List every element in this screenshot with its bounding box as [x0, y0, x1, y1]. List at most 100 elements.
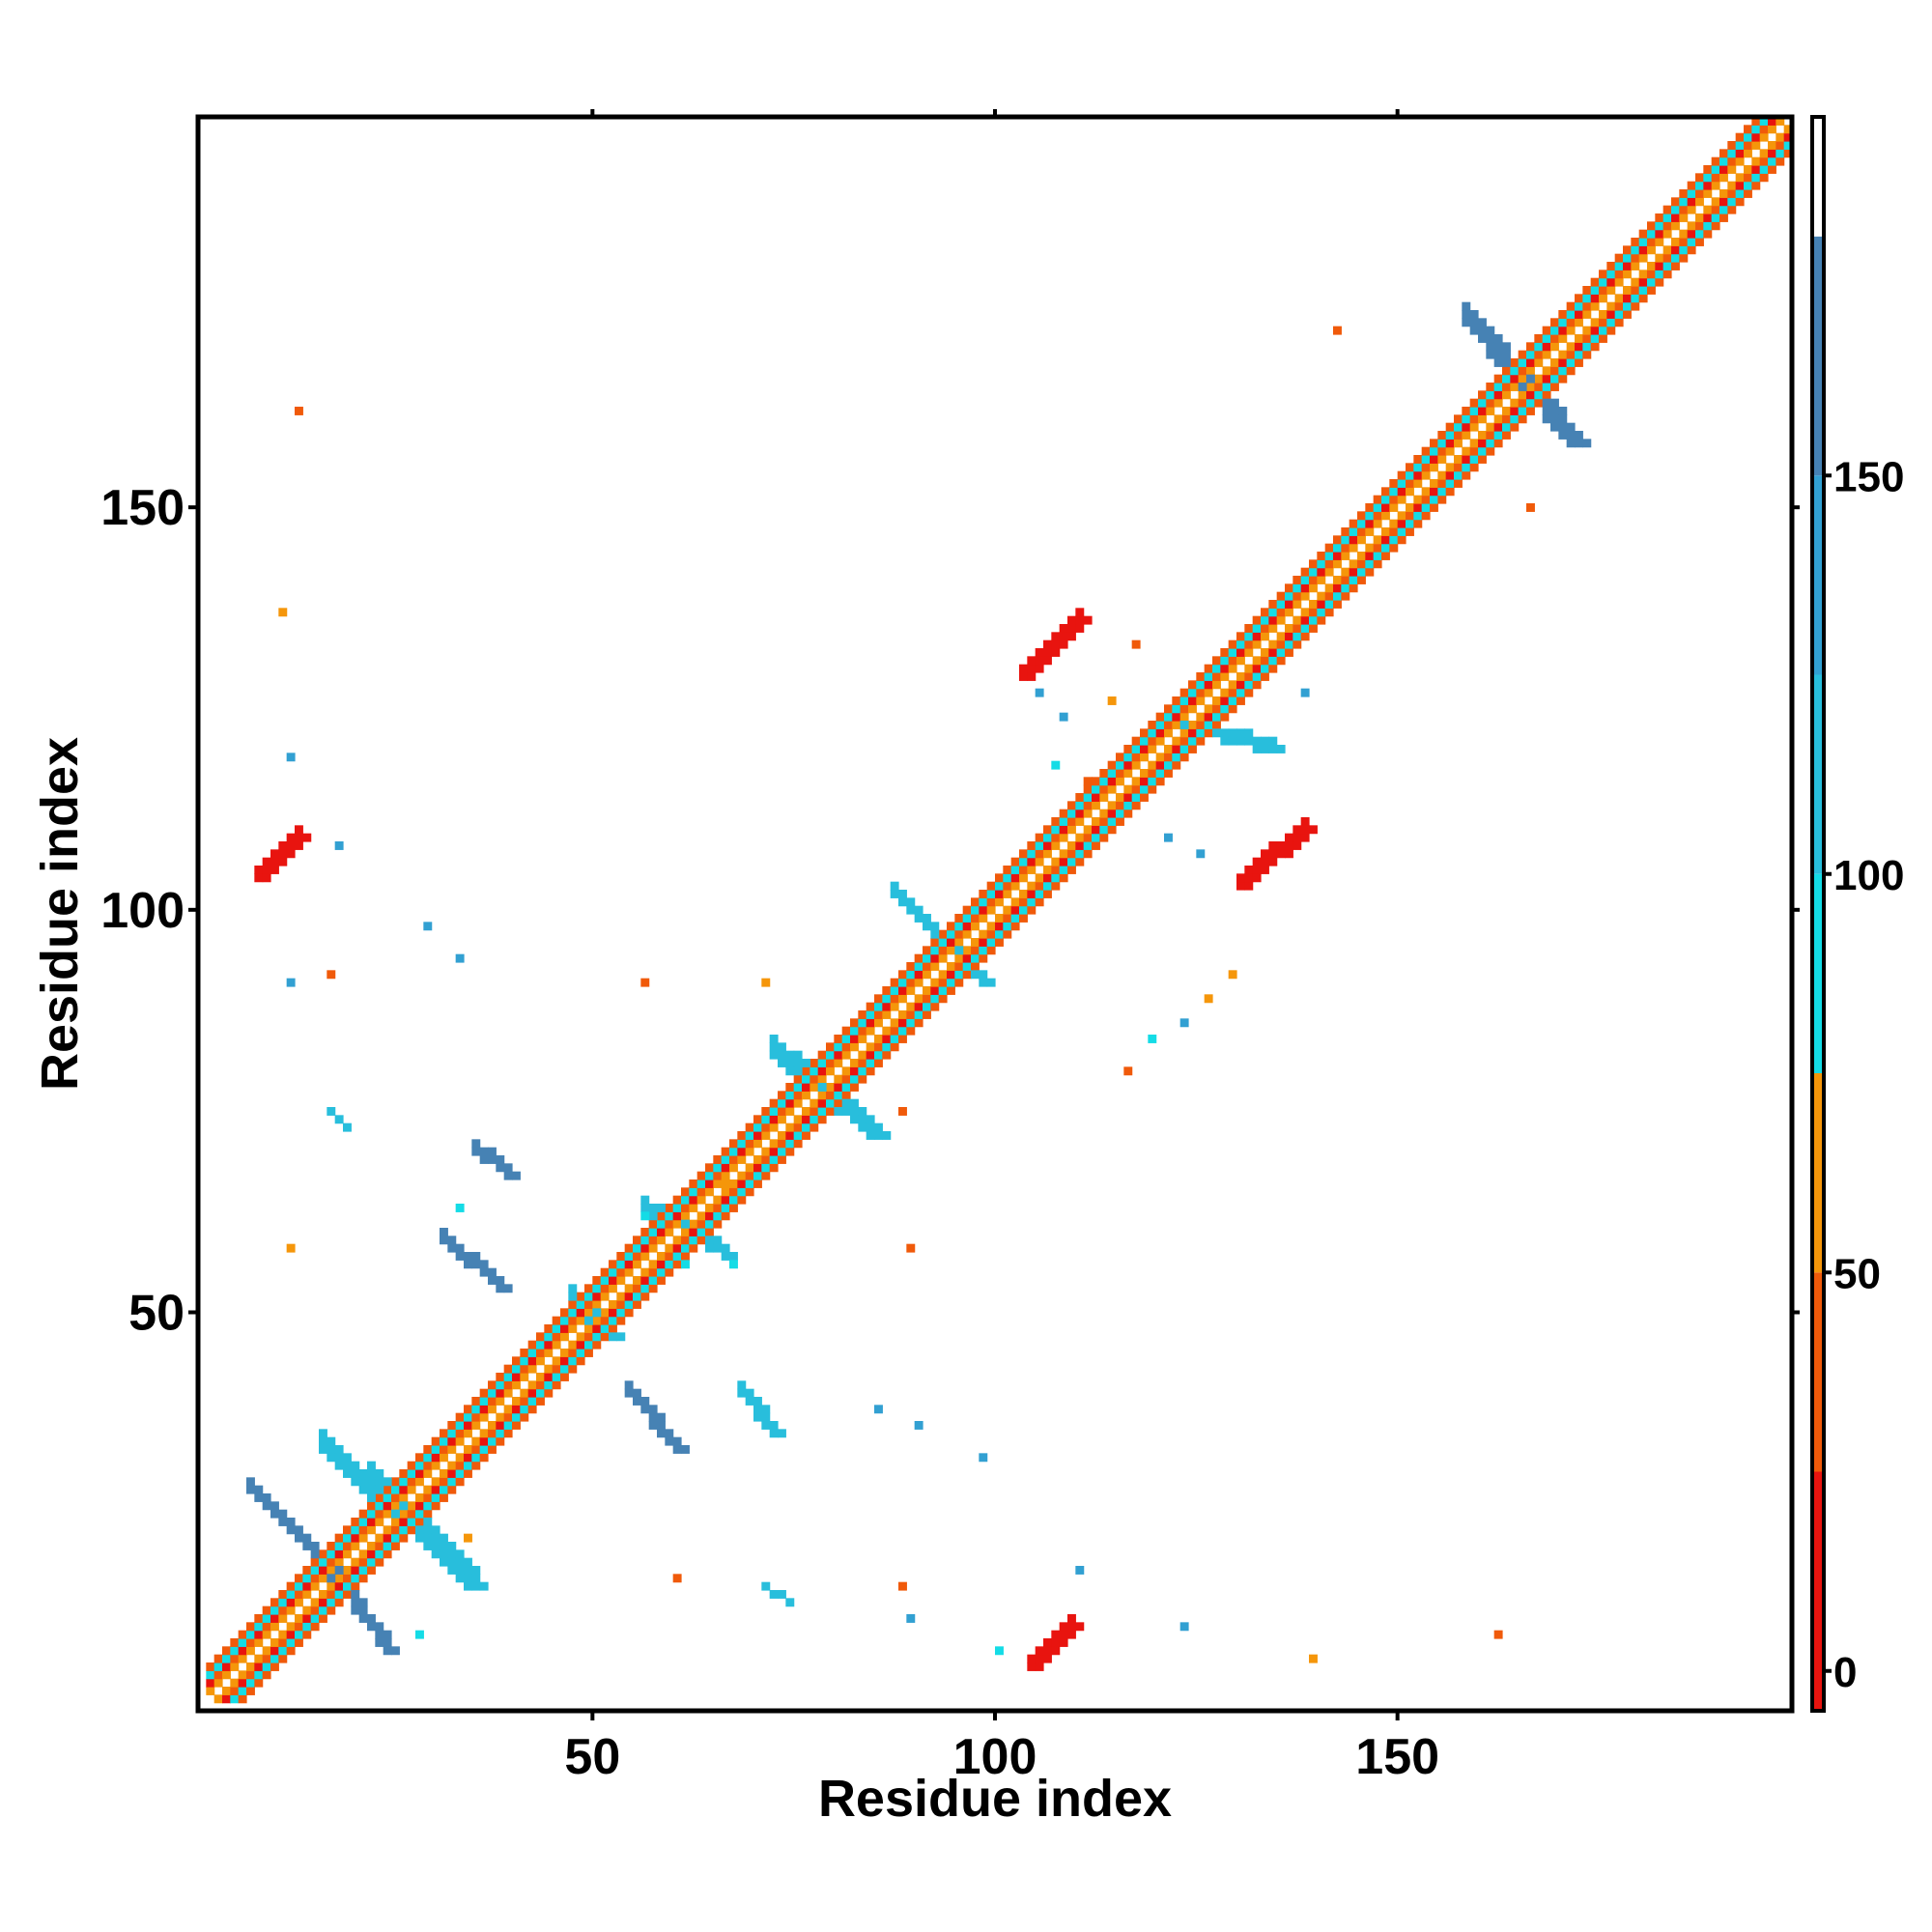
- contact-cell: [1703, 189, 1713, 198]
- contact-cell: [713, 1236, 723, 1245]
- contact-cell: [1309, 567, 1318, 577]
- contact-cell: [1212, 728, 1221, 738]
- contact-cell: [479, 1581, 489, 1591]
- contact-cell: [1582, 334, 1592, 343]
- contact-cell: [1276, 745, 1286, 753]
- contact-cell: [536, 1356, 545, 1366]
- contact-cell: [1123, 760, 1133, 770]
- contact-cell: [1373, 495, 1382, 504]
- contact-cell: [1575, 294, 1583, 303]
- contact-cell: [938, 970, 948, 980]
- contact-cell: [319, 1605, 327, 1615]
- contact-cell: [1695, 229, 1704, 239]
- contact-cell: [1059, 809, 1068, 818]
- contact-cell: [906, 1002, 916, 1011]
- contact-cell: [1067, 817, 1076, 826]
- contact-cell: [609, 1267, 617, 1277]
- contact-cell: [793, 1115, 803, 1124]
- y-tick-label: 150: [100, 480, 185, 536]
- contact-cell: [471, 1252, 481, 1261]
- contact-cell: [785, 1098, 795, 1108]
- colorbar-band: [1812, 475, 1824, 675]
- contact-cell: [1067, 624, 1076, 633]
- contact-cell: [1035, 664, 1044, 673]
- contact-cell: [262, 1630, 271, 1639]
- contact-cell: [1067, 615, 1076, 625]
- contact-cell: [1035, 656, 1044, 666]
- contact-cell: [1671, 245, 1680, 255]
- contact-cell: [319, 1429, 327, 1438]
- contact-cell: [367, 1509, 376, 1519]
- contact-cell: [1406, 511, 1414, 521]
- contact-cell: [1252, 873, 1262, 883]
- contact-cell: [479, 1429, 489, 1438]
- contact-cell: [858, 1066, 867, 1076]
- colorbar-band: [1812, 1073, 1824, 1273]
- contact-cell: [334, 1453, 344, 1463]
- contact-cell: [1204, 680, 1213, 690]
- contact-cell: [1759, 125, 1769, 134]
- contact-cell: [1196, 688, 1206, 697]
- contact-cell: [383, 1485, 392, 1494]
- contact-cell: [327, 1107, 336, 1116]
- y-axis-title: Residue index: [31, 737, 89, 1091]
- contact-cell: [979, 953, 988, 963]
- contact-cell: [367, 1542, 376, 1550]
- contact-cell: [262, 1605, 271, 1615]
- contact-cell: [1179, 1018, 1189, 1028]
- contact-cell: [375, 1622, 384, 1632]
- contact-cell: [1244, 680, 1254, 690]
- contact-cell: [431, 1436, 440, 1446]
- contact-cell: [1309, 600, 1318, 609]
- contact-cell: [1204, 721, 1213, 729]
- contact-cell: [1679, 245, 1689, 255]
- contact-cell: [729, 1179, 738, 1188]
- contact-cell: [1671, 262, 1680, 270]
- contact-cell: [1550, 407, 1559, 415]
- contact-cell: [334, 1461, 344, 1470]
- contact-cell: [874, 994, 883, 1004]
- contact-cell: [1550, 326, 1559, 335]
- contact-cell: [1518, 350, 1527, 359]
- contact-cell: [1759, 132, 1769, 142]
- contact-cell: [761, 1122, 771, 1132]
- contact-cell: [1035, 648, 1044, 657]
- contact-cell: [1357, 535, 1366, 545]
- contact-cell: [947, 970, 955, 980]
- contact-cell: [295, 1598, 303, 1607]
- contact-cell: [737, 1155, 747, 1164]
- contact-cell: [882, 986, 892, 995]
- contact-cell: [520, 1397, 529, 1406]
- contact-cell: [367, 1461, 376, 1470]
- contact-cell: [785, 1122, 795, 1132]
- contact-cell: [1003, 922, 1012, 931]
- contact-cell: [343, 1590, 352, 1599]
- contact-cell: [319, 1436, 327, 1446]
- contact-cell: [1123, 769, 1133, 778]
- contact-cell: [1381, 552, 1390, 560]
- contact-cell: [1300, 825, 1310, 835]
- contact-cell: [1703, 213, 1713, 222]
- contact-cell: [391, 1509, 400, 1519]
- contact-cell: [1083, 825, 1093, 835]
- contact-cell: [689, 1179, 698, 1188]
- contact-cell: [906, 970, 916, 980]
- contact-cell: [1502, 366, 1511, 376]
- contact-cell: [858, 1035, 867, 1043]
- contact-cell: [278, 1638, 288, 1647]
- contact-cell: [464, 1469, 472, 1478]
- contact-cell: [906, 978, 916, 987]
- contact-cell: [295, 407, 303, 415]
- contact-cell: [1413, 479, 1423, 488]
- contact-cell: [616, 1308, 626, 1318]
- contact-cell: [810, 1066, 819, 1076]
- contact-cell: [568, 1316, 578, 1325]
- contact-cell: [696, 1236, 706, 1245]
- contact-cell: [761, 1115, 771, 1124]
- contact-cell: [1638, 245, 1648, 255]
- contact-cell: [1116, 760, 1124, 770]
- contact-cell: [286, 753, 296, 762]
- contact-cell: [544, 1349, 554, 1357]
- contact-cell: [1140, 769, 1149, 778]
